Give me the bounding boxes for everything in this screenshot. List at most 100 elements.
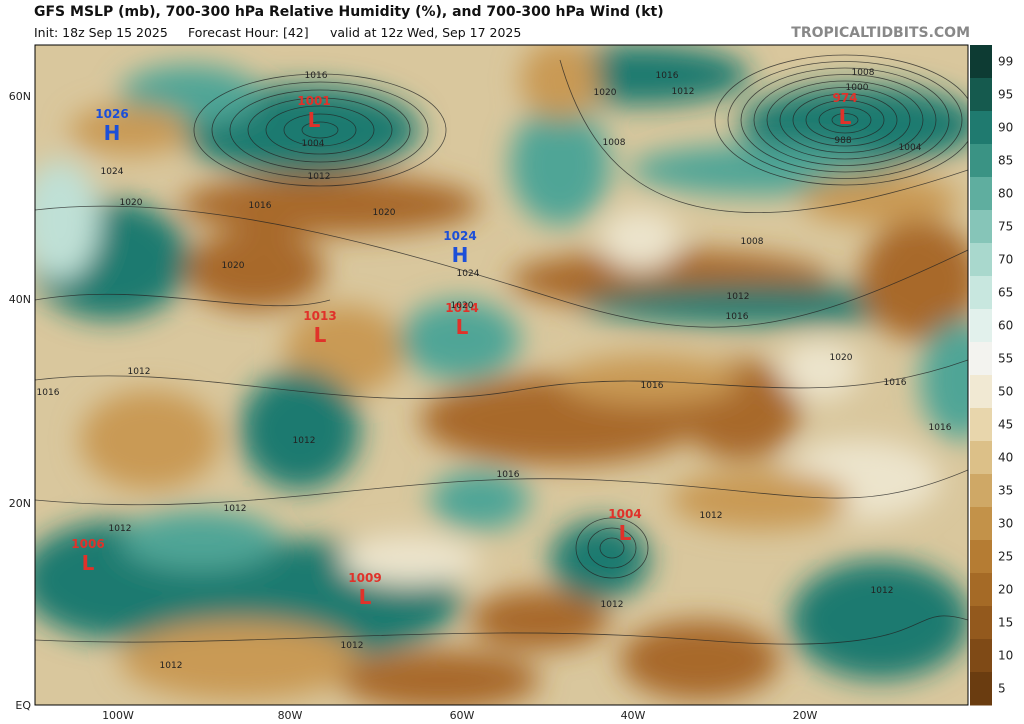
isobar-label: 1008 bbox=[852, 68, 875, 78]
colorbar-swatch bbox=[970, 474, 992, 508]
isobar-label: 1020 bbox=[222, 261, 245, 271]
colorbar-tick: 40 bbox=[998, 451, 1013, 465]
isobar bbox=[753, 74, 937, 166]
colorbar-swatch bbox=[970, 309, 992, 343]
colorbar-swatch bbox=[970, 639, 992, 673]
humidity-region bbox=[860, 220, 968, 340]
lon-label: 80W bbox=[278, 709, 303, 722]
map bbox=[35, 45, 968, 705]
humidity-region bbox=[800, 175, 960, 225]
init-time: Init: 18z Sep 15 2025 bbox=[34, 25, 168, 40]
colorbar-tick: 30 bbox=[998, 517, 1013, 531]
humidity-region bbox=[600, 210, 680, 270]
isobar bbox=[265, 105, 375, 155]
isobar-label: 1020 bbox=[120, 198, 143, 208]
isobar-label: 1008 bbox=[603, 138, 626, 148]
pressure-value: 1001 bbox=[297, 94, 330, 108]
isobar-label: 1020 bbox=[830, 353, 853, 363]
colorbar-tick: 20 bbox=[998, 583, 1013, 597]
humidity-region bbox=[120, 620, 360, 700]
colorbar-tick: 5 bbox=[998, 682, 1006, 696]
isobar-label: 1012 bbox=[601, 600, 624, 610]
lat-label: 60N bbox=[9, 90, 31, 103]
isobar-label: 1016 bbox=[929, 423, 952, 433]
lat-label: EQ bbox=[15, 699, 31, 712]
colorbar-tick: 35 bbox=[998, 484, 1013, 498]
humidity-region bbox=[780, 340, 860, 400]
isobar-label: 1016 bbox=[37, 388, 60, 398]
lon-label: 40W bbox=[621, 709, 646, 722]
humidity-region bbox=[120, 510, 280, 570]
isobar bbox=[727, 61, 963, 179]
forecast-hour: Forecast Hour: [42] bbox=[188, 25, 309, 40]
isobar-label: 1012 bbox=[224, 504, 247, 514]
pressure-letter: H bbox=[104, 121, 121, 145]
colorbar-swatch bbox=[970, 672, 992, 706]
humidity-region bbox=[35, 160, 100, 280]
colorbar-tick: 75 bbox=[998, 220, 1013, 234]
colorbar-swatch bbox=[970, 144, 992, 178]
isobar bbox=[283, 113, 357, 147]
isobar-label: 1012 bbox=[871, 586, 894, 596]
isobar-label: 1012 bbox=[308, 172, 331, 182]
isobar bbox=[792, 93, 898, 147]
pressure-letter: H bbox=[452, 243, 469, 267]
pressure-value: 1004 bbox=[608, 507, 641, 521]
humidity-region bbox=[790, 560, 968, 680]
colorbar-swatch bbox=[970, 441, 992, 475]
isobar-label: 1012 bbox=[727, 292, 750, 302]
isobar bbox=[35, 205, 968, 328]
humidity-region bbox=[400, 300, 520, 380]
isobar-label: 988 bbox=[834, 136, 851, 146]
colorbar-tick: 10 bbox=[998, 649, 1013, 663]
isobar-label: 1016 bbox=[641, 381, 664, 391]
isobar-label: 1012 bbox=[109, 524, 132, 534]
humidity-region bbox=[340, 535, 480, 585]
pressure-letter: L bbox=[839, 105, 852, 129]
isobar-label: 1020 bbox=[373, 208, 396, 218]
humidity-region bbox=[510, 105, 610, 225]
lon-label: 100W bbox=[102, 709, 134, 722]
isobar bbox=[35, 293, 331, 307]
lat-label: 20N bbox=[9, 497, 31, 510]
colorbar-tick: 99 bbox=[998, 55, 1013, 69]
isobar-label: 1000 bbox=[846, 83, 869, 93]
pressure-letter: L bbox=[359, 585, 372, 609]
isobar bbox=[740, 67, 950, 173]
isobar-label: 1016 bbox=[726, 312, 749, 322]
colorbar-tick: 50 bbox=[998, 385, 1013, 399]
pressure-value: 1006 bbox=[71, 537, 104, 551]
humidity-region bbox=[430, 470, 530, 530]
isobar bbox=[301, 121, 339, 139]
colorbar-swatch bbox=[970, 540, 992, 574]
lon-label: 20W bbox=[793, 709, 818, 722]
isobar bbox=[35, 469, 968, 506]
humidity-region bbox=[180, 175, 480, 235]
humidity-region bbox=[550, 520, 650, 600]
isobar-label: 1012 bbox=[160, 661, 183, 671]
isobar bbox=[211, 81, 429, 179]
colorbar-tick: 15 bbox=[998, 616, 1013, 630]
isobar bbox=[805, 100, 885, 140]
colorbar-swatch bbox=[970, 276, 992, 310]
isobar bbox=[193, 73, 447, 187]
isobar bbox=[35, 615, 968, 645]
colorbar-tick: 85 bbox=[998, 154, 1013, 168]
colorbar-swatch bbox=[970, 342, 992, 376]
colorbar-tick: 90 bbox=[998, 121, 1013, 135]
humidity-region bbox=[470, 590, 610, 650]
isobar-label: 1012 bbox=[293, 436, 316, 446]
isobar-label: 1004 bbox=[899, 143, 922, 153]
pressure-letter: L bbox=[308, 108, 321, 132]
colorbar-swatch bbox=[970, 177, 992, 211]
colorbar-tick: 65 bbox=[998, 286, 1013, 300]
humidity-region bbox=[620, 620, 780, 700]
humidity-region bbox=[185, 230, 325, 310]
pressure-letter: L bbox=[314, 323, 327, 347]
humidity-region bbox=[80, 390, 220, 490]
pressure-value: 1026 bbox=[95, 107, 128, 121]
colorbar-swatch bbox=[970, 375, 992, 409]
colorbar-tick: 55 bbox=[998, 352, 1013, 366]
pressure-letter: L bbox=[456, 315, 469, 339]
